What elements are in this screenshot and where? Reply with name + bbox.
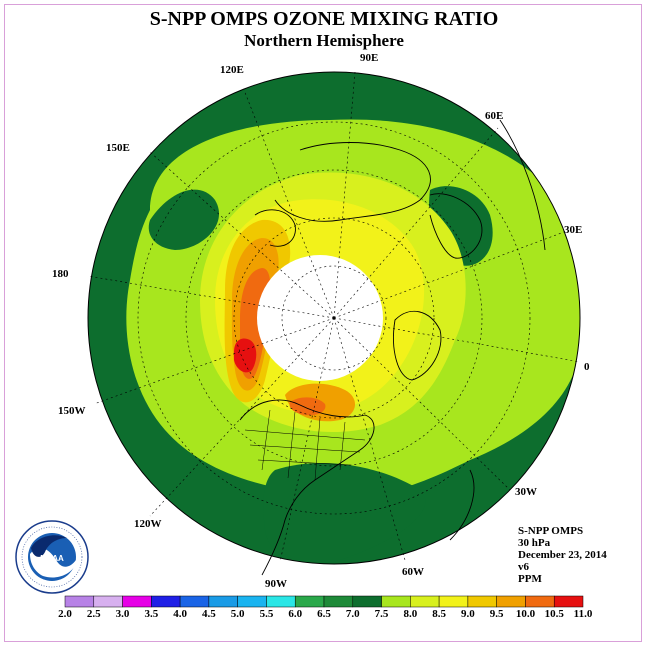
svg-text:NOAA: NOAA bbox=[40, 554, 64, 563]
colorbar-tick-label: 4.5 bbox=[202, 608, 216, 620]
meridian-line bbox=[333, 231, 565, 319]
colorbar-segment bbox=[266, 595, 296, 608]
longitude-label-150w: 150W bbox=[58, 405, 86, 417]
colorbar-segment bbox=[122, 595, 152, 608]
colorbar-segment bbox=[553, 595, 584, 608]
colorbar-segment bbox=[93, 595, 123, 608]
colorbar-segment bbox=[64, 595, 95, 608]
colorbar-segment bbox=[208, 595, 238, 608]
longitude-label-0: 0 bbox=[584, 361, 590, 373]
colorbar-tick-label: 5.5 bbox=[259, 608, 274, 620]
colorbar-tick-label: 4.0 bbox=[173, 608, 187, 620]
border-line bbox=[314, 417, 321, 481]
colorbar-tick-label: 2.0 bbox=[58, 608, 72, 620]
colorbar-tick-label: 2.5 bbox=[86, 608, 101, 620]
ozone-band-7.0-pacific bbox=[148, 189, 220, 250]
ozone-band-7.0-south bbox=[263, 462, 426, 564]
colorbar-tick-label: 11.0 bbox=[573, 608, 593, 620]
polar-night-no-data bbox=[257, 255, 383, 381]
colorbar-segment bbox=[496, 595, 526, 608]
colorbar-tick-label: 6.0 bbox=[288, 608, 303, 620]
border-line bbox=[261, 409, 271, 471]
border-line bbox=[287, 411, 296, 479]
longitude-label-120e: 120E bbox=[220, 64, 244, 76]
info-level: 30 hPa bbox=[518, 537, 551, 549]
longitude-label-150e: 150E bbox=[106, 142, 130, 154]
meridian-line bbox=[87, 275, 335, 319]
border-line bbox=[249, 444, 361, 453]
latitude-circle bbox=[137, 121, 531, 515]
colorbar-segment bbox=[438, 595, 469, 608]
dataset-info: S-NPP OMPS 30 hPa December 23, 2014 v6 P… bbox=[518, 525, 607, 585]
plot-frame bbox=[4, 4, 642, 642]
meridian-line bbox=[243, 89, 335, 319]
colorbar-segment bbox=[237, 595, 267, 608]
coastline-asia bbox=[274, 142, 431, 222]
ozone-band-10.5 bbox=[234, 338, 257, 373]
longitude-label-180: 180 bbox=[52, 268, 69, 280]
coastlines bbox=[239, 119, 546, 576]
meridian-line bbox=[333, 71, 356, 319]
meridian-line bbox=[333, 317, 511, 491]
colorbar-tick-label: 9.5 bbox=[489, 608, 504, 620]
colorbar-segment bbox=[410, 595, 440, 608]
longitude-label-60w: 60W bbox=[402, 566, 424, 578]
latitude-circle bbox=[185, 169, 483, 467]
colorbar-segment bbox=[179, 595, 210, 608]
coastline-africa bbox=[499, 119, 546, 251]
graticule bbox=[87, 71, 581, 563]
colorbar-segment bbox=[352, 595, 382, 608]
colorbar-tick-label: 5.0 bbox=[230, 608, 245, 620]
longitude-label-30e: 30E bbox=[564, 224, 583, 236]
colorbar-tick-label: 3.0 bbox=[115, 608, 130, 620]
border-line bbox=[339, 421, 346, 471]
longitude-label-90e: 90E bbox=[360, 52, 379, 64]
noaa-logo: NOAA bbox=[15, 520, 89, 594]
colorbar-segment bbox=[151, 595, 181, 608]
colorbar-tick-label: 7.5 bbox=[374, 608, 389, 620]
coastline-greenland bbox=[393, 310, 442, 381]
meridian-line bbox=[333, 317, 581, 363]
coastline-north-america bbox=[239, 399, 375, 576]
longitude-label-30w: 30W bbox=[515, 486, 537, 498]
colorbar-tick-label: 8.5 bbox=[432, 608, 446, 620]
meridian-line bbox=[333, 317, 406, 561]
map-title: S-NPP OMPS OZONE MIXING RATIO bbox=[149, 8, 499, 30]
border-line bbox=[244, 429, 366, 441]
colorbar-tick-label: 7.0 bbox=[345, 608, 360, 620]
colorbar-tick-label: 9.0 bbox=[461, 608, 475, 620]
meridian-line bbox=[149, 151, 335, 319]
info-date: December 23, 2014 bbox=[518, 549, 607, 561]
colorbar-tick-label: 6.5 bbox=[317, 608, 331, 620]
longitude-label-60e: 60E bbox=[485, 110, 504, 122]
coastline-europe bbox=[429, 193, 483, 259]
border-line bbox=[257, 459, 351, 466]
colorbar-segment bbox=[467, 595, 497, 608]
longitude-label-120w: 120W bbox=[134, 518, 162, 530]
colorbar-segment bbox=[323, 595, 354, 608]
meridian-line bbox=[279, 317, 335, 563]
colorbar-segment bbox=[294, 595, 325, 608]
latitude-circle bbox=[281, 265, 387, 371]
colorbar-segment bbox=[525, 595, 555, 608]
meridian-line bbox=[333, 127, 499, 319]
map-boundary bbox=[87, 71, 581, 565]
ozone-band-10.0-america bbox=[289, 397, 326, 416]
info-units: PPM bbox=[518, 573, 542, 585]
colorbar-tick-label: 3.5 bbox=[144, 608, 159, 620]
map-subtitle: Northern Hemisphere bbox=[244, 31, 404, 50]
coastline-south-america bbox=[449, 469, 475, 541]
info-version: v6 bbox=[518, 561, 529, 573]
colorbar-tick-label: 10.5 bbox=[544, 608, 564, 620]
info-instrument: S-NPP OMPS bbox=[518, 525, 584, 537]
political-boundaries bbox=[244, 409, 366, 481]
colorbar-tick-label: 8.0 bbox=[403, 608, 418, 620]
coastline-siberia bbox=[254, 209, 296, 247]
colorbar-tick-label: 10.0 bbox=[515, 608, 536, 620]
longitude-label-90w: 90W bbox=[265, 578, 287, 590]
colorbar-segment bbox=[381, 595, 411, 608]
latitude-circle bbox=[233, 217, 435, 419]
